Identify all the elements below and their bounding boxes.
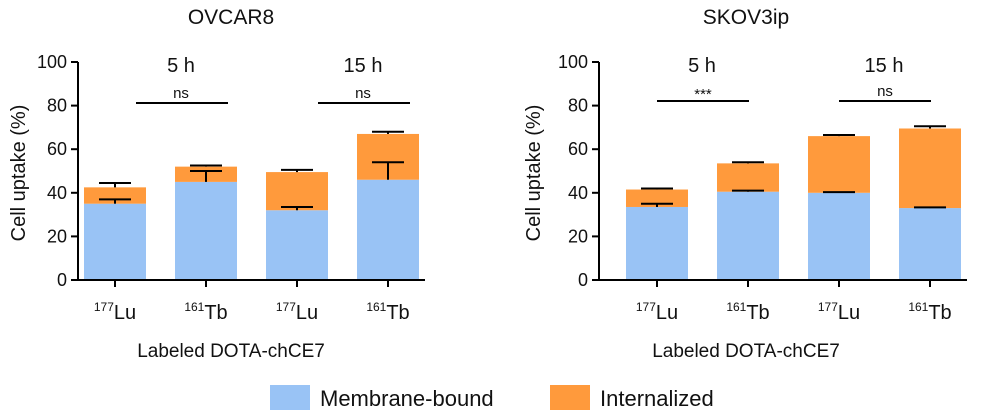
- y-axis-ticks: 0 20 40 60 80 100: [37, 52, 67, 290]
- y-tick-label: 100: [558, 52, 588, 72]
- significance-label: ns: [877, 83, 893, 100]
- bar-membrane-bound: [717, 191, 779, 280]
- legend-swatch-membrane-bound: [270, 385, 310, 410]
- x-tick-labels: 177Lu 161Tb 177Lu 161Tb: [636, 300, 952, 324]
- significance-label: ns: [173, 85, 189, 102]
- x-tick-labels: 177Lu 161Tb 177Lu 161Tb: [94, 300, 410, 324]
- legend-swatch-internalized: [550, 385, 590, 410]
- bar-membrane-bound: [357, 179, 419, 280]
- bar-membrane-bound: [899, 208, 961, 280]
- y-tick-label: 100: [37, 52, 67, 72]
- bar-marks: [84, 130, 419, 280]
- y-tick-label: 20: [568, 226, 588, 246]
- chart-title: SKOV3ip: [703, 6, 789, 29]
- x-tick-label: 177Lu: [818, 300, 860, 324]
- bar-membrane-bound: [808, 192, 870, 280]
- y-axis-label: Cell uptake (%): [8, 105, 30, 242]
- y-tick-label: 0: [578, 270, 588, 290]
- y-tick-label: 80: [47, 96, 67, 116]
- chart-title: OVCAR8: [188, 6, 274, 29]
- y-tick-label: 40: [568, 183, 588, 203]
- group-label: 5 h: [167, 55, 195, 77]
- bar-membrane-bound: [266, 210, 328, 280]
- chart-panel-skov3ip: SKOV3ip Cell uptake (%) Labeled DOTA-chC…: [523, 6, 967, 362]
- bar-internalized: [808, 136, 870, 193]
- group-label: 15 h: [865, 55, 904, 77]
- group-label: 5 h: [688, 55, 716, 77]
- x-axis-label: Labeled DOTA-chCE7: [137, 341, 325, 362]
- significance-label: ***: [694, 86, 712, 103]
- y-tick-label: 0: [57, 270, 67, 290]
- bar-membrane-bound: [626, 206, 688, 280]
- y-axis-ticks: 0 20 40 60 80 100: [558, 52, 588, 290]
- bar-internalized: [626, 189, 688, 207]
- bar-membrane-bound: [84, 203, 146, 280]
- y-tick-label: 60: [47, 139, 67, 159]
- x-tick-label: 177Lu: [636, 300, 678, 324]
- x-tick-label: 161Tb: [366, 300, 409, 324]
- axes: [71, 61, 425, 287]
- y-axis-label: Cell uptake (%): [523, 105, 545, 242]
- legend-label: Membrane-bound: [320, 386, 494, 411]
- bar-internalized: [899, 128, 961, 209]
- y-tick-label: 80: [568, 96, 588, 116]
- bar-membrane-bound: [175, 181, 237, 280]
- x-tick-label: 161Tb: [726, 300, 769, 324]
- y-tick-label: 40: [47, 183, 67, 203]
- legend: Membrane-bound Internalized: [270, 385, 714, 411]
- bar-internalized: [717, 163, 779, 192]
- x-tick-label: 177Lu: [276, 300, 318, 324]
- significance-label: ns: [355, 85, 371, 102]
- x-axis-label: Labeled DOTA-chCE7: [652, 341, 840, 362]
- bar-marks: [626, 125, 961, 280]
- x-tick-label: 177Lu: [94, 300, 136, 324]
- y-tick-label: 20: [47, 226, 67, 246]
- chart-panel-ovcar8: OVCAR8 Cell uptake (%) Labeled DOTA-chCE…: [8, 6, 425, 362]
- group-label: 15 h: [344, 55, 383, 77]
- x-tick-label: 161Tb: [908, 300, 951, 324]
- legend-label: Internalized: [600, 386, 714, 411]
- x-tick-label: 161Tb: [184, 300, 227, 324]
- y-tick-label: 60: [568, 139, 588, 159]
- bar-internalized: [266, 172, 328, 211]
- axes: [592, 61, 967, 287]
